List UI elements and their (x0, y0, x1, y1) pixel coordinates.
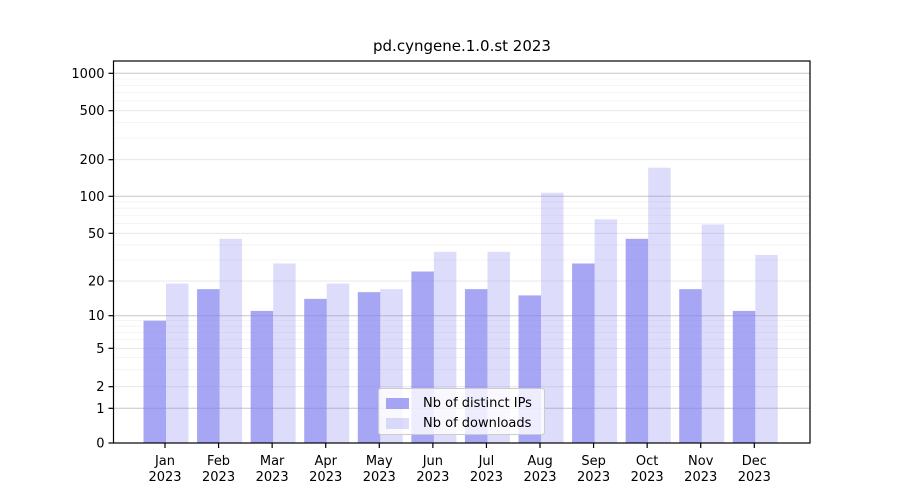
legend-swatch-icon (386, 417, 409, 429)
x-tick-label: Oct 2023 (631, 454, 664, 485)
y-tick-label: 5 (96, 342, 104, 357)
bar-downloads-oct (648, 167, 671, 443)
bar-downloads-feb (219, 238, 243, 443)
legend-label: Nb of downloads (423, 415, 532, 431)
bar-downloads-mar (273, 263, 296, 443)
x-tick-label: Jan 2023 (148, 454, 181, 485)
bar-downloads-dec (755, 254, 778, 443)
x-tick-label: May 2023 (363, 454, 396, 485)
x-tick-label: Jun 2023 (416, 454, 449, 485)
y-tick-label: 1 (96, 402, 104, 417)
y-tick-label: 0 (96, 437, 104, 452)
bar-downloads-nov (701, 224, 725, 443)
x-tick-label: Nov 2023 (684, 454, 717, 485)
bar-downloads-sep (594, 219, 618, 443)
bar-distinct-ips-sep (572, 263, 595, 443)
x-tick-label: Apr 2023 (309, 454, 342, 485)
y-tick-label: 50 (88, 227, 105, 242)
y-tick-label: 1000 (71, 67, 104, 82)
x-tick-label: Feb 2023 (202, 454, 235, 485)
legend-row: Nb of downloads (386, 413, 544, 433)
x-tick-label: Sep 2023 (577, 454, 610, 485)
x-tick-label: Mar 2023 (256, 454, 289, 485)
bar-downloads-aug (541, 192, 564, 443)
bar-distinct-ips-may (357, 292, 381, 443)
bar-downloads-jan (166, 283, 189, 443)
x-tick-label: Aug 2023 (523, 454, 556, 485)
bar-distinct-ips-oct (625, 238, 649, 443)
y-tick-label: 10 (88, 309, 105, 324)
bar-distinct-ips-apr (304, 298, 327, 443)
y-tick-label: 100 (80, 190, 105, 205)
chart-title: pd.cyngene.1.0.st 2023 (373, 37, 551, 55)
bar-distinct-ips-dec (732, 310, 756, 443)
bar-distinct-ips-mar (250, 310, 274, 443)
plot-area (112, 60, 811, 444)
legend-row: Nb of distinct IPs (386, 393, 544, 413)
y-tick-label: 2 (96, 380, 104, 395)
y-tick-label: 500 (80, 104, 105, 119)
bar-distinct-ips-feb (197, 289, 220, 443)
legend-label: Nb of distinct IPs (423, 395, 532, 411)
y-tick-label: 200 (80, 153, 105, 168)
y-tick-label: 20 (88, 275, 105, 290)
x-tick-label: Jul 2023 (470, 454, 503, 485)
legend-swatch-icon (386, 397, 409, 409)
bar-distinct-ips-jan (143, 320, 166, 443)
legend: Nb of distinct IPs Nb of downloads (378, 388, 545, 435)
x-tick-label: Dec 2023 (738, 454, 771, 485)
bar-downloads-apr (326, 283, 350, 443)
bar-distinct-ips-nov (679, 289, 702, 443)
